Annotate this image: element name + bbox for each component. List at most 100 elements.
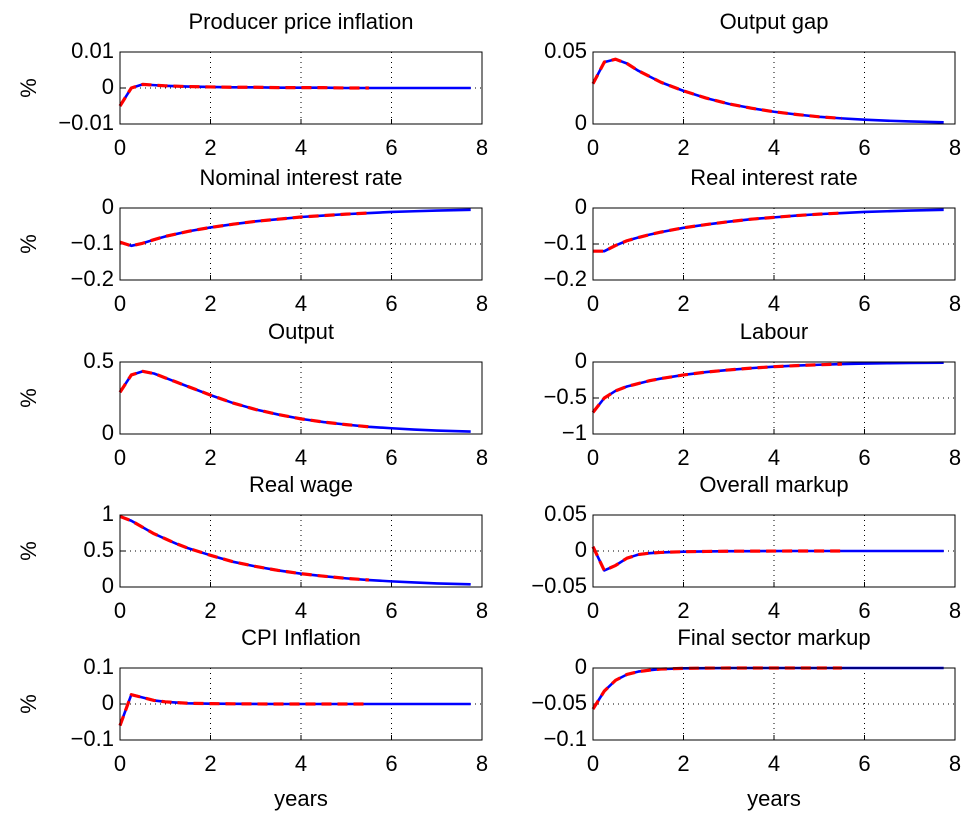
y-tick-label: 0 bbox=[102, 74, 114, 99]
x-tick-label: 8 bbox=[476, 598, 488, 623]
series-line bbox=[118, 693, 369, 727]
subplot-title: Output bbox=[268, 319, 334, 344]
x-tick-label: 6 bbox=[385, 445, 397, 470]
y-tick-label: −0.1 bbox=[71, 230, 114, 255]
y-tick-label: −0.5 bbox=[544, 384, 587, 409]
x-tick-label: 0 bbox=[587, 751, 599, 776]
y-tick-label: 0 bbox=[102, 690, 114, 715]
x-tick-label: 2 bbox=[204, 751, 216, 776]
axes-frame bbox=[592, 361, 956, 435]
y-axis-label: % bbox=[16, 694, 41, 714]
x-tick-label: 0 bbox=[587, 598, 599, 623]
y-tick-label: 1 bbox=[102, 501, 114, 526]
y-tick-label: 0 bbox=[575, 110, 587, 135]
x-tick-label: 0 bbox=[587, 445, 599, 470]
y-tick-label: −0.01 bbox=[58, 110, 114, 135]
x-tick-label: 8 bbox=[949, 445, 961, 470]
y-tick-label: 0 bbox=[102, 420, 114, 445]
subplot-title: Producer price inflation bbox=[188, 9, 413, 34]
x-tick-label: 2 bbox=[677, 135, 689, 160]
x-tick-label: 6 bbox=[858, 445, 870, 470]
y-tick-label: −0.1 bbox=[544, 726, 587, 751]
y-tick-label: 0 bbox=[575, 348, 587, 373]
y-tick-label: 0 bbox=[575, 537, 587, 562]
subplot-title: Overall markup bbox=[699, 472, 848, 497]
y-tick-label: −0.2 bbox=[71, 266, 114, 291]
x-tick-label: 8 bbox=[476, 751, 488, 776]
y-tick-label: 0.05 bbox=[544, 501, 587, 526]
x-tick-label: 0 bbox=[114, 751, 126, 776]
series-line bbox=[593, 211, 842, 253]
series-line bbox=[591, 545, 842, 573]
x-tick-label: 8 bbox=[949, 751, 961, 776]
subplot-title: CPI Inflation bbox=[241, 625, 361, 650]
axes-frame bbox=[592, 667, 956, 741]
x-tick-label: 2 bbox=[677, 751, 689, 776]
series-line bbox=[591, 57, 842, 120]
x-tick-label: 6 bbox=[858, 751, 870, 776]
series-line bbox=[118, 369, 370, 429]
axes-frame bbox=[592, 514, 956, 588]
series-line bbox=[119, 211, 369, 248]
y-tick-label: 0.05 bbox=[544, 38, 587, 63]
y-tick-label: 0 bbox=[575, 194, 587, 219]
x-axis-label: years bbox=[747, 786, 801, 811]
x-tick-label: 0 bbox=[114, 135, 126, 160]
y-tick-label: −0.1 bbox=[544, 230, 587, 255]
series-line bbox=[118, 82, 369, 107]
x-tick-label: 8 bbox=[476, 445, 488, 470]
x-tick-label: 8 bbox=[949, 135, 961, 160]
x-tick-label: 6 bbox=[858, 598, 870, 623]
subplot-title: Labour bbox=[740, 319, 809, 344]
axes-frame bbox=[592, 207, 956, 281]
subplot-title: Real interest rate bbox=[690, 165, 858, 190]
x-tick-label: 0 bbox=[587, 135, 599, 160]
axes-frame bbox=[119, 207, 483, 281]
x-tick-label: 6 bbox=[858, 135, 870, 160]
axes-frame bbox=[119, 361, 483, 435]
x-tick-label: 2 bbox=[677, 445, 689, 470]
y-tick-label: −0.2 bbox=[544, 266, 587, 291]
series-line bbox=[119, 514, 369, 582]
y-axis-label: % bbox=[16, 388, 41, 408]
x-tick-label: 4 bbox=[295, 751, 307, 776]
axes-frame bbox=[592, 51, 956, 125]
axes-frame bbox=[119, 51, 483, 125]
subplot-title: Final sector markup bbox=[677, 625, 870, 650]
axes-frame bbox=[119, 667, 483, 741]
x-tick-label: 4 bbox=[295, 291, 307, 316]
x-tick-label: 2 bbox=[204, 445, 216, 470]
x-tick-label: 4 bbox=[768, 445, 780, 470]
x-tick-label: 4 bbox=[768, 598, 780, 623]
y-tick-label: −0.05 bbox=[531, 573, 587, 598]
y-tick-label: 0.01 bbox=[71, 38, 114, 63]
x-tick-label: 4 bbox=[295, 135, 307, 160]
x-tick-label: 8 bbox=[949, 291, 961, 316]
x-tick-label: 0 bbox=[114, 445, 126, 470]
y-tick-label: −0.1 bbox=[71, 726, 114, 751]
y-tick-label: 0.5 bbox=[83, 537, 114, 562]
y-tick-label: 0.5 bbox=[83, 348, 114, 373]
x-tick-label: 2 bbox=[677, 291, 689, 316]
y-tick-label: −1 bbox=[562, 420, 587, 445]
x-tick-label: 6 bbox=[385, 598, 397, 623]
x-tick-label: 6 bbox=[858, 291, 870, 316]
x-tick-label: 2 bbox=[204, 135, 216, 160]
x-tick-label: 6 bbox=[385, 291, 397, 316]
x-tick-label: 0 bbox=[587, 291, 599, 316]
x-tick-label: 6 bbox=[385, 135, 397, 160]
y-tick-label: 0 bbox=[575, 654, 587, 679]
x-tick-label: 4 bbox=[295, 598, 307, 623]
x-tick-label: 2 bbox=[204, 598, 216, 623]
x-tick-label: 4 bbox=[768, 135, 780, 160]
y-axis-label: % bbox=[16, 541, 41, 561]
axes-frame bbox=[119, 514, 483, 588]
x-tick-label: 8 bbox=[476, 291, 488, 316]
y-tick-label: 0.1 bbox=[83, 654, 114, 679]
x-tick-label: 4 bbox=[768, 751, 780, 776]
y-tick-label: 0 bbox=[102, 194, 114, 219]
x-tick-label: 8 bbox=[949, 598, 961, 623]
y-axis-label: % bbox=[16, 78, 41, 98]
x-tick-label: 8 bbox=[476, 135, 488, 160]
